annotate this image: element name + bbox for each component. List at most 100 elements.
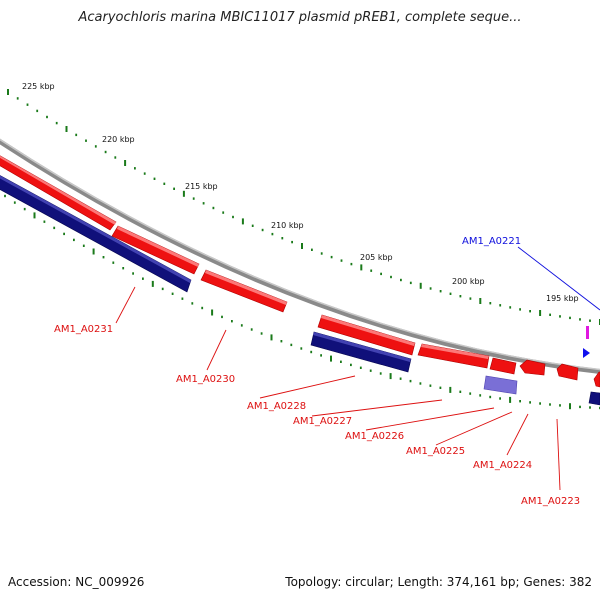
minor-tick: [489, 395, 492, 399]
minor-tick: [281, 237, 284, 240]
minor-tick: [459, 295, 462, 298]
major-tick: [92, 248, 95, 255]
minor-tick: [201, 306, 204, 310]
minor-tick: [380, 272, 382, 276]
minor-tick: [251, 224, 254, 227]
gene-label: AM1_A0225: [406, 446, 465, 457]
minor-tick: [132, 272, 134, 275]
minor-tick: [340, 259, 343, 262]
minor-tick: [409, 379, 412, 383]
major-tick: [151, 280, 154, 287]
minor-tick: [202, 202, 205, 205]
minor-tick: [469, 297, 472, 300]
minor-tick: [469, 392, 472, 395]
minor-tick: [222, 211, 225, 214]
cds-feature: [489, 357, 517, 375]
major-tick: [211, 309, 214, 316]
light-feature: [483, 375, 518, 395]
minor-tick: [240, 324, 243, 327]
minor-tick: [82, 244, 85, 247]
minor-tick: [290, 343, 293, 347]
major-tick: [419, 282, 422, 289]
minor-tick: [559, 315, 561, 318]
minor-tick: [429, 287, 432, 290]
cds-feature: [317, 314, 416, 356]
minor-tick: [75, 133, 78, 137]
minor-tick: [589, 319, 591, 322]
minor-tick: [300, 347, 303, 350]
leader-line: [365, 407, 495, 431]
minor-tick: [350, 363, 352, 367]
minor-tick: [55, 121, 58, 125]
minor-tick: [181, 297, 184, 300]
minor-tick: [569, 316, 571, 320]
minor-tick: [509, 306, 512, 309]
major-tick: [360, 264, 363, 271]
minor-tick: [429, 384, 432, 387]
minor-tick: [153, 177, 156, 180]
cds-feature: [111, 225, 200, 275]
minor-tick: [112, 261, 115, 264]
minor-tick: [359, 366, 362, 369]
scale-label: 205 kbp: [360, 253, 393, 262]
minor-tick: [4, 194, 6, 198]
major-tick: [33, 212, 36, 219]
minor-tick: [311, 248, 313, 251]
minor-tick: [499, 304, 502, 307]
blue-feature: [588, 391, 600, 406]
minor-tick: [439, 386, 442, 389]
minor-tick: [310, 350, 313, 354]
minor-tick: [390, 275, 392, 279]
leader-line: [206, 329, 227, 371]
minor-tick: [250, 328, 253, 331]
major-tick: [569, 403, 571, 410]
gene-label: AM1_A0230: [176, 374, 235, 385]
minor-tick: [539, 402, 541, 405]
minor-tick: [330, 255, 333, 259]
leader-line: [115, 286, 136, 324]
cds-feature: [556, 363, 579, 381]
minor-tick: [529, 401, 531, 404]
minor-tick: [400, 278, 402, 282]
major-tick: [509, 396, 512, 403]
minor-tick: [232, 215, 234, 219]
minor-tick: [559, 404, 561, 407]
minor-tick: [340, 360, 342, 363]
scale-label: 195 kbp: [546, 294, 579, 303]
minor-tick: [479, 394, 482, 397]
leader-line: [556, 418, 561, 491]
minor-tick: [26, 103, 29, 106]
minor-tick: [291, 240, 293, 244]
minor-tick: [519, 400, 521, 403]
minor-tick: [579, 405, 581, 409]
minor-tick: [191, 302, 194, 305]
minor-tick: [320, 354, 322, 357]
minor-tick: [409, 281, 412, 285]
minor-tick: [143, 172, 146, 175]
minor-tick: [271, 232, 274, 236]
minor-tick: [13, 201, 16, 204]
major-tick: [330, 355, 332, 362]
minor-tick: [439, 290, 442, 293]
minor-tick: [379, 372, 382, 375]
major-tick: [65, 126, 68, 132]
backbone: [0, 138, 600, 374]
leader-line: [517, 246, 600, 311]
minor-tick: [459, 390, 462, 393]
minor-tick: [114, 156, 117, 159]
minor-tick: [142, 277, 144, 280]
minor-tick: [102, 256, 105, 259]
blue-arrow-feature: [583, 348, 590, 358]
minor-tick: [579, 318, 581, 321]
leader-line: [506, 413, 529, 456]
minor-tick: [261, 228, 264, 232]
minor-tick: [529, 310, 531, 313]
map-title: Acaryochloris marina MBIC11017 plasmid p…: [78, 10, 522, 25]
minor-tick: [419, 382, 422, 385]
major-tick: [301, 243, 303, 249]
minor-tick: [399, 377, 402, 380]
leader-line: [435, 411, 513, 446]
major-tick: [270, 334, 273, 341]
gene-label: AM1_A0226: [345, 431, 404, 442]
